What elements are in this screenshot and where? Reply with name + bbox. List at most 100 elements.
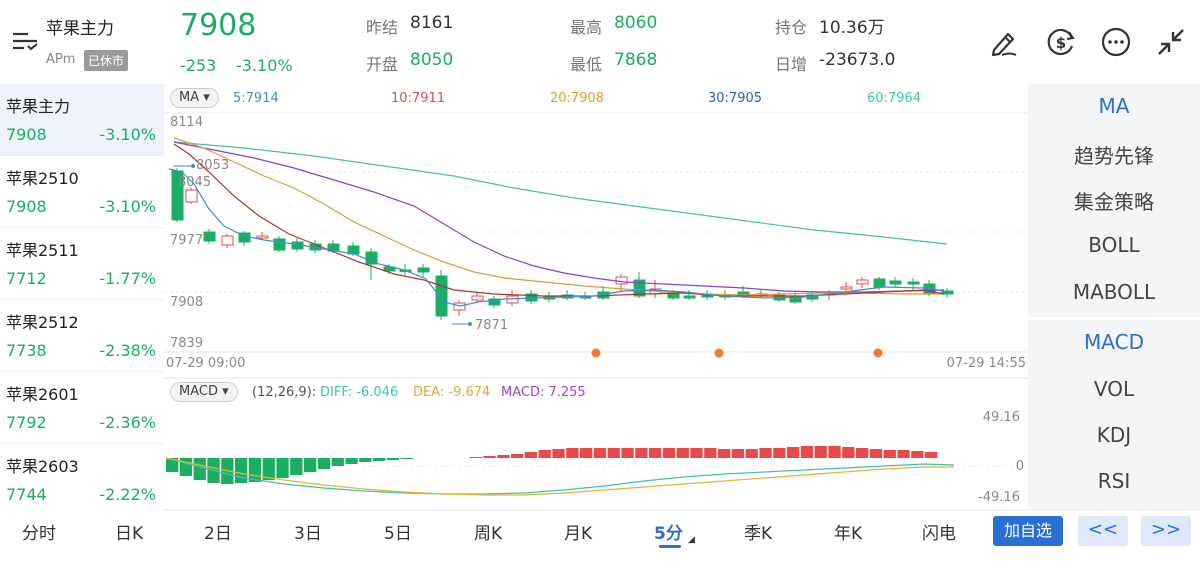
macd-bar [759,448,772,458]
contract-item[interactable]: 苹果2511 7712 -1.77% [0,228,164,300]
tab-yearly[interactable]: 年K [834,524,863,544]
indicator-ma[interactable]: MA [1098,94,1130,118]
macd-value: MACD: 7.255 [501,385,586,400]
stat-label-low: 最低 [570,55,603,74]
macd-bar [897,450,910,458]
tab-intraday[interactable]: 分时 [22,524,56,544]
chart-canvas [164,112,1028,511]
candle-body [488,298,501,306]
indicator-kdj[interactable]: KDJ [1096,423,1132,447]
candle-body [435,275,448,317]
contract-name: 苹果主力 [6,97,71,116]
contract-item[interactable]: 苹果2601 7792 -2.36% [0,372,164,444]
contract-price: 7908 [6,125,47,144]
macd-bar [538,450,551,458]
macd-bar [773,448,786,458]
macd-bar [193,458,206,480]
contract-item[interactable]: 苹果2510 7908 -3.10% [0,156,164,228]
contract-item[interactable]: 苹果2512 7738 -2.38% [0,300,164,372]
macd-indicator-dropdown[interactable]: MACD ▾ [170,382,238,402]
tab-5day[interactable]: 5日 [384,524,412,544]
high-price-label: 8053 [196,158,230,173]
tab-daily[interactable]: 日K [115,524,144,544]
macd-dropdown-label: MACD [179,384,218,399]
contract-price: 7908 [6,197,47,216]
stat-value-daily-change: -23673.0 [819,50,896,70]
tab-monthly[interactable]: 月K [564,524,593,544]
macd-bar [359,458,372,462]
macd-bar [676,448,689,458]
stat-label-open: 开盘 [366,55,399,74]
macd-bar [552,449,565,458]
tab-3day[interactable]: 3日 [294,524,322,544]
macd-bar [883,450,896,458]
macd-bar [317,458,331,469]
event-dot[interactable] [714,348,724,358]
shrink-icon[interactable] [1155,26,1187,58]
tab-weekly[interactable]: 周K [474,524,503,544]
event-dot[interactable] [873,348,883,358]
session-label: APm [46,52,76,67]
price-tick: 7908 [170,295,204,310]
indicator-macd[interactable]: MACD [1084,330,1144,354]
candle-body [471,295,484,301]
macd-bar [869,449,883,458]
add-favorite-button[interactable]: 加自选 [993,516,1063,546]
price-change: -253 [180,56,217,75]
contract-price: 7792 [6,413,47,432]
contract-change-pct: -1.77% [99,269,156,288]
macd-bar [593,448,607,458]
indicator-vol[interactable]: VOL [1093,377,1135,401]
tab-2day[interactable]: 2日 [204,524,232,544]
indicator-panel: MA 趋势先锋 集金策略 BOLL MABOLL MACD VOL KDJ RS… [1028,84,1200,511]
menu-icon[interactable] [10,28,40,54]
indicator-fund[interactable]: 集金策略 [1074,190,1154,214]
indicator-boll[interactable]: BOLL [1088,233,1140,257]
macd-bar [649,448,662,458]
macd-tick: 49.16 [982,410,1020,425]
candle-body [667,293,680,299]
macd-bar [704,448,717,458]
candle-body [873,278,886,288]
caret-icon: ◢ [688,535,695,545]
draw-icon[interactable] [988,26,1020,58]
ma30-legend: 30:7905 [708,91,763,106]
macd-histogram [166,446,938,484]
macd-dea-line [165,457,954,496]
candle-body [907,281,920,285]
macd-tick: 0 [1015,459,1024,474]
last-price: 7908 [180,8,257,43]
macd-bar [580,448,593,458]
more-icon[interactable] [1100,26,1132,58]
macd-bar [262,458,275,480]
tab-flash[interactable]: 闪电 [922,524,956,544]
macd-bar [787,447,800,458]
macd-bar [731,449,745,458]
macd-bar [635,448,648,458]
prev-button[interactable]: << [1078,516,1128,546]
macd-bar [828,446,841,458]
indicator-rsi[interactable]: RSI [1097,469,1131,493]
macd-bar [814,446,827,458]
event-dot[interactable] [591,348,601,358]
contract-item[interactable]: 苹果2603 7744 -2.22% [0,444,164,516]
macd-bar [373,458,386,461]
candlestick-series [171,168,954,320]
candle-body [856,279,869,285]
ma60-line [173,141,948,245]
macd-bar [566,448,579,458]
contract-change-pct: -2.22% [99,485,156,504]
indicator-trend[interactable]: 趋势先锋 [1074,144,1154,168]
tab-quarterly[interactable]: 季K [744,524,773,544]
candle-body [256,235,269,239]
ma-indicator-dropdown[interactable]: MA ▾ [170,88,219,108]
indicator-divider [1028,317,1200,320]
next-button[interactable]: >> [1141,516,1191,546]
dollar-cycle-icon[interactable]: $ [1045,26,1077,58]
candle-body [615,276,628,285]
tab-5min[interactable]: 5分 [654,524,683,544]
kline-chart[interactable]: MA ▾ 5:7914 10:7911 20:7908 30:7905 60:7… [164,84,1028,511]
indicator-maboll[interactable]: MABOLL [1072,280,1156,304]
contract-item[interactable]: 苹果主力 7908 -3.10% [0,84,164,156]
stat-value-prev-settle: 8161 [410,13,454,33]
